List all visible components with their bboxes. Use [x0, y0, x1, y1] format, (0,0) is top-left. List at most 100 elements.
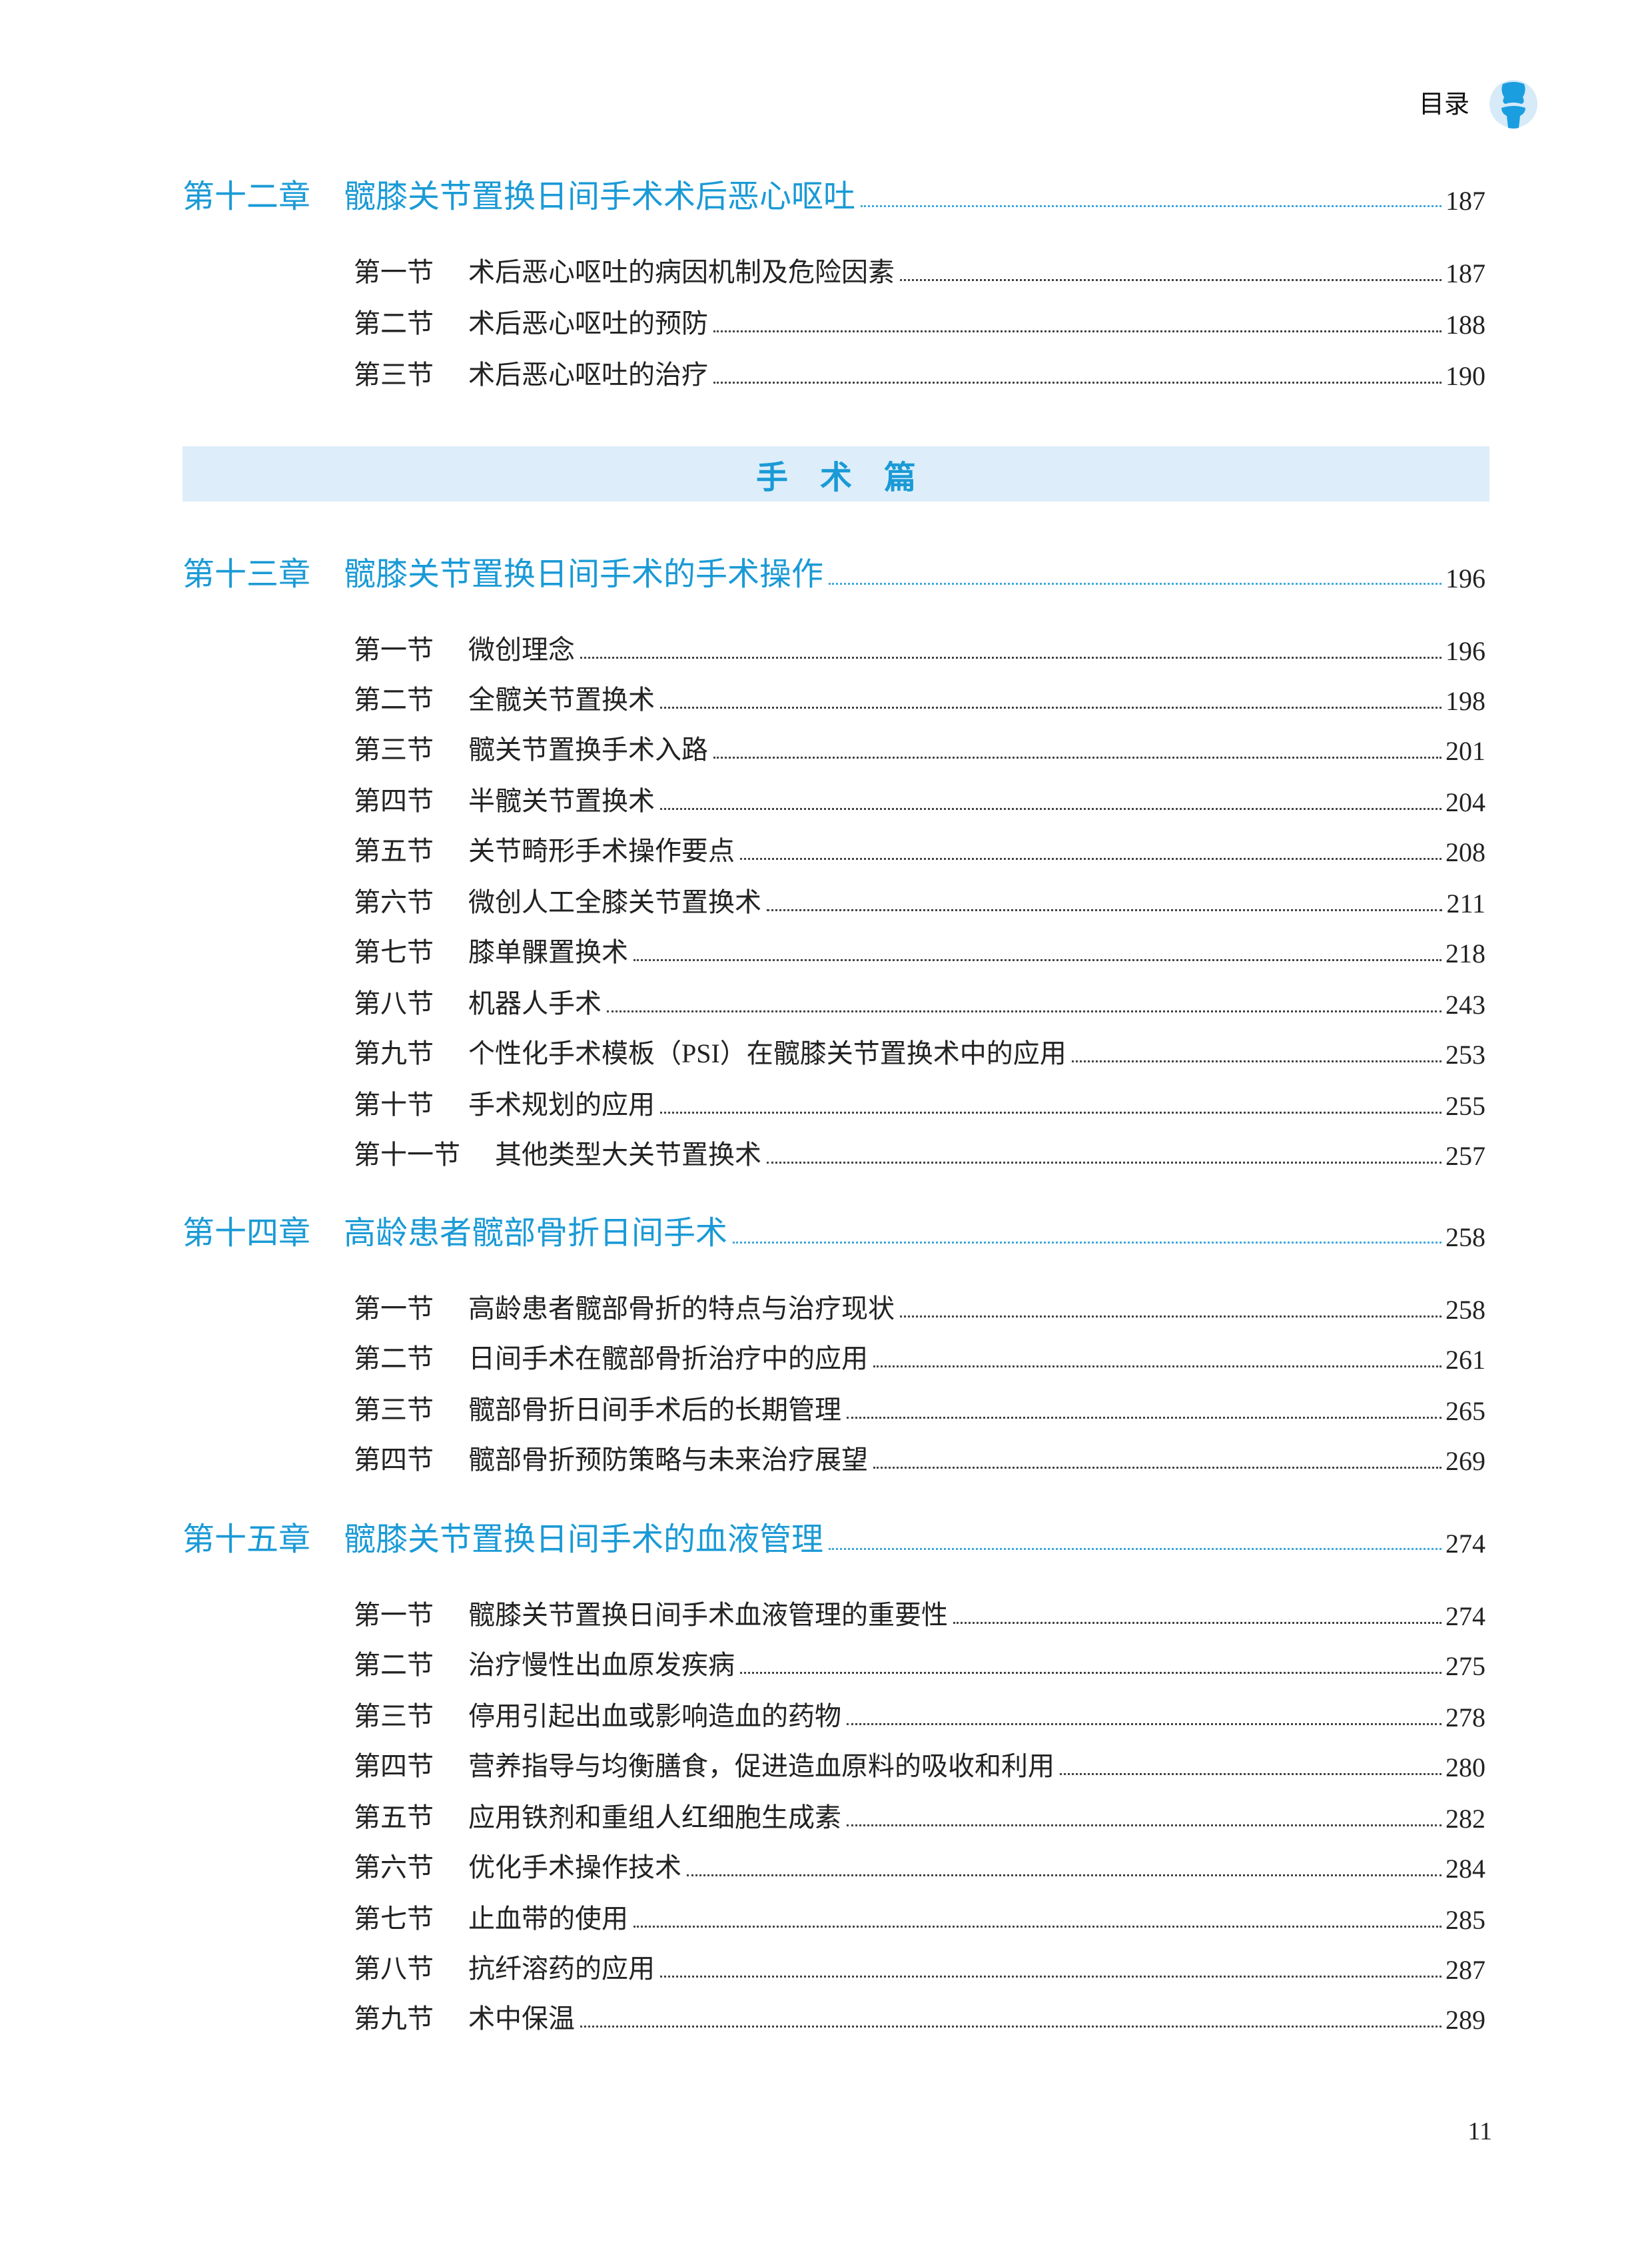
toc-section-entry[interactable]: 第四节 半髋关节置换术 204 — [354, 782, 1485, 818]
dot-leader — [1071, 1060, 1442, 1062]
entry-page-number: 274 — [1446, 1529, 1485, 1559]
toc-section-entry[interactable]: 第八节 机器人手术 243 — [354, 984, 1485, 1020]
entry-page-number: 243 — [1446, 990, 1485, 1020]
toc-section-entry[interactable]: 第四节 髋部骨折预防策略与未来治疗展望 269 — [354, 1441, 1485, 1477]
entry-title: 优化手术操作技术 — [468, 1852, 681, 1882]
entry-title: 高龄患者髋部骨折日间手术 — [344, 1216, 728, 1251]
entry-page-number: 196 — [1446, 636, 1485, 666]
toc-section-entry[interactable]: 第七节 膝单髁置换术 218 — [354, 933, 1485, 969]
dot-leader — [580, 2026, 1442, 2028]
entry-page-number: 208 — [1446, 837, 1485, 867]
entry-page-number: 190 — [1446, 361, 1485, 391]
dot-leader — [660, 1976, 1442, 1978]
dot-leader — [687, 1874, 1442, 1876]
toc-chapter-entry[interactable]: 第十四章 高龄患者髋部骨折日间手术 258 — [183, 1210, 1485, 1253]
entry-label: 第十一节 — [354, 1140, 460, 1170]
entry-title: 术中保温 — [468, 2004, 575, 2034]
entry-title: 抗纤溶药的应用 — [468, 1954, 655, 1984]
entry-label: 第九节 — [354, 2004, 434, 2034]
entry-label: 第一节 — [354, 635, 434, 665]
entry-label: 第九节 — [354, 1038, 434, 1068]
entry-title: 营养指导与均衡膳食，促进造血原料的吸收和利用 — [468, 1751, 1054, 1781]
entry-page-number: 198 — [1446, 686, 1485, 716]
entry-label: 第十五章 — [183, 1522, 311, 1557]
entry-label: 第三节 — [354, 1701, 434, 1731]
entry-page-number: 201 — [1446, 736, 1485, 766]
dot-leader — [733, 1242, 1442, 1244]
entry-label: 第五节 — [354, 836, 434, 866]
toc-section-entry[interactable]: 第三节 髋部骨折日间手术后的长期管理 265 — [354, 1391, 1485, 1427]
dot-leader — [660, 707, 1442, 709]
entry-page-number: 265 — [1446, 1396, 1485, 1426]
toc-section-entry[interactable]: 第十一节 其他类型大关节置换术 257 — [354, 1136, 1485, 1172]
entry-title: 髋关节置换手术入路 — [468, 735, 708, 765]
toc-section-entry[interactable]: 第一节 微创理念 196 — [354, 631, 1485, 667]
toc-section-entry[interactable]: 第四节 营养指导与均衡膳食，促进造血原料的吸收和利用 280 — [354, 1747, 1485, 1783]
entry-page-number: 258 — [1446, 1222, 1485, 1252]
toc-chapter-entry[interactable]: 第十二章 髋膝关节置换日间手术术后恶心呕吐 187 — [183, 174, 1485, 216]
toc-section-entry[interactable]: 第七节 止血带的使用 285 — [354, 1900, 1485, 1936]
entry-page-number: 187 — [1446, 258, 1485, 288]
toc-section-entry[interactable]: 第二节 全髋关节置换术 198 — [354, 681, 1485, 717]
dot-leader — [660, 1112, 1442, 1114]
entry-title: 髋膝关节置换日间手术术后恶心呕吐 — [344, 179, 856, 214]
entry-title: 个性化手术模板（PSI）在髋膝关节置换术中的应用 — [468, 1038, 1066, 1068]
toc-section-entry[interactable]: 第三节 停用引起出血或影响造血的药物 278 — [354, 1697, 1485, 1733]
dot-leader — [829, 583, 1442, 585]
entry-page-number: 269 — [1446, 1446, 1485, 1476]
entry-page-number: 284 — [1446, 1854, 1485, 1884]
entry-title: 髋膝关节置换日间手术的血液管理 — [344, 1522, 824, 1557]
entry-label: 第二节 — [354, 308, 434, 338]
toc-section-entry[interactable]: 第十节 手术规划的应用 255 — [354, 1086, 1485, 1122]
toc-section-entry[interactable]: 第二节 术后恶心呕吐的预防 188 — [354, 304, 1485, 340]
running-header-title: 目录 — [1419, 89, 1470, 119]
entry-label: 第二节 — [354, 685, 434, 715]
toc-section-entry[interactable]: 第二节 治疗慢性出血原发疾病 275 — [354, 1646, 1485, 1682]
entry-title: 全髋关节置换术 — [468, 685, 655, 715]
toc-chapter-entry[interactable]: 第十三章 髋膝关节置换日间手术的手术操作 196 — [183, 552, 1485, 594]
entry-label: 第四节 — [354, 786, 434, 816]
toc-section-entry[interactable]: 第八节 抗纤溶药的应用 287 — [354, 1950, 1485, 1986]
toc-section-entry[interactable]: 第三节 术后恶心呕吐的治疗 190 — [354, 356, 1485, 392]
toc-section-entry[interactable]: 第三节 髋关节置换手术入路 201 — [354, 731, 1485, 767]
toc-section-entry[interactable]: 第一节 高龄患者髋部骨折的特点与治疗现状 258 — [354, 1290, 1485, 1325]
entry-title: 微创理念 — [468, 635, 575, 665]
entry-title: 机器人手术 — [468, 988, 602, 1018]
toc-section-entry[interactable]: 第九节 个性化手术模板（PSI）在髋膝关节置换术中的应用 253 — [354, 1034, 1485, 1070]
toc-section-entry[interactable]: 第二节 日间手术在髋部骨折治疗中的应用 261 — [354, 1339, 1485, 1375]
dot-leader — [713, 757, 1442, 759]
entry-page-number: 196 — [1446, 563, 1485, 593]
toc-section-entry[interactable]: 第一节 术后恶心呕吐的病因机制及危险因素 187 — [354, 253, 1485, 289]
part-heading-band: 手术篇 — [183, 446, 1489, 502]
entry-label: 第八节 — [354, 988, 434, 1018]
entry-title: 膝单髁置换术 — [468, 937, 628, 967]
toc-section-entry[interactable]: 第一节 髋膝关节置换日间手术血液管理的重要性 274 — [354, 1596, 1485, 1632]
entry-title: 关节畸形手术操作要点 — [468, 836, 735, 866]
knee-joint-icon — [1489, 80, 1537, 129]
dot-leader — [740, 1672, 1442, 1674]
entry-label: 第四节 — [354, 1445, 434, 1475]
entry-page-number: 278 — [1446, 1702, 1485, 1732]
toc-section-entry[interactable]: 第六节 优化手术操作技术 284 — [354, 1848, 1485, 1884]
entry-title: 术后恶心呕吐的预防 — [468, 308, 708, 338]
entry-page-number: 287 — [1446, 1955, 1485, 1985]
entry-title: 日间手术在髋部骨折治疗中的应用 — [468, 1343, 868, 1373]
dot-leader — [633, 1926, 1442, 1928]
entry-page-number: 211 — [1446, 889, 1485, 919]
entry-page-number: 187 — [1446, 186, 1485, 216]
toc-section-entry[interactable]: 第五节 应用铁剂和重组人红细胞生成素 282 — [354, 1798, 1485, 1834]
entry-page-number: 188 — [1446, 310, 1485, 340]
dot-leader — [873, 1467, 1442, 1469]
entry-title: 半髋关节置换术 — [468, 786, 655, 816]
dot-leader — [713, 330, 1442, 332]
entry-label: 第六节 — [354, 887, 434, 917]
toc-section-entry[interactable]: 第五节 关节畸形手术操作要点 208 — [354, 832, 1485, 868]
toc-section-entry[interactable]: 第九节 术中保温 289 — [354, 2000, 1485, 2036]
toc-chapter-entry[interactable]: 第十五章 髋膝关节置换日间手术的血液管理 274 — [183, 1517, 1485, 1559]
entry-title: 其他类型大关节置换术 — [495, 1140, 761, 1170]
dot-leader — [873, 1365, 1442, 1367]
entry-title: 停用引起出血或影响造血的药物 — [468, 1701, 841, 1731]
toc-section-entry[interactable]: 第六节 微创人工全膝关节置换术 211 — [354, 883, 1485, 919]
dot-leader — [847, 1824, 1442, 1826]
entry-title: 髋膝关节置换日间手术的手术操作 — [344, 557, 824, 592]
